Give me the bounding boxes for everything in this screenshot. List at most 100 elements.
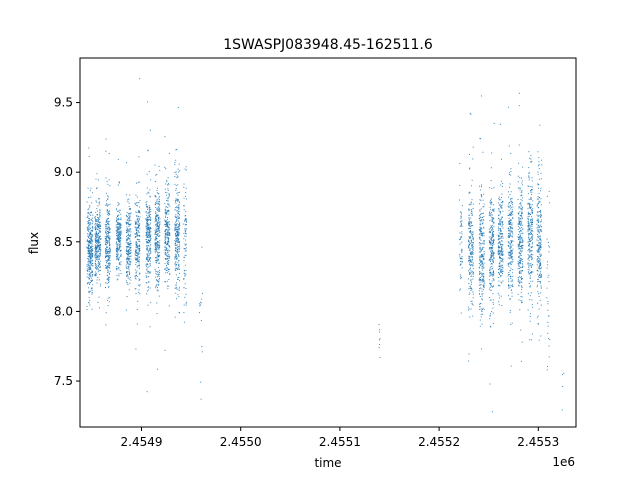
data-point xyxy=(97,233,99,235)
data-point xyxy=(118,266,120,268)
data-point xyxy=(511,285,513,287)
data-point xyxy=(159,170,161,172)
data-point xyxy=(511,213,513,215)
data-point xyxy=(156,283,158,285)
data-point xyxy=(105,244,107,246)
data-point xyxy=(538,266,540,268)
data-point xyxy=(147,272,149,274)
data-point xyxy=(119,223,121,225)
data-point xyxy=(500,260,502,262)
data-point xyxy=(125,223,127,225)
data-point xyxy=(492,250,494,252)
data-point xyxy=(537,184,539,186)
data-point xyxy=(95,219,97,221)
data-point xyxy=(480,316,482,318)
data-point xyxy=(502,254,504,256)
data-point xyxy=(164,237,166,239)
data-point xyxy=(510,254,512,256)
data-point xyxy=(511,224,513,226)
data-point xyxy=(528,233,530,235)
data-point xyxy=(201,298,203,300)
data-point xyxy=(537,245,539,247)
data-point xyxy=(134,203,136,205)
data-point xyxy=(502,273,504,275)
data-point xyxy=(155,252,157,254)
data-point xyxy=(98,269,100,271)
data-point xyxy=(491,280,493,282)
data-point xyxy=(88,222,90,224)
data-point xyxy=(547,309,549,311)
data-point xyxy=(158,271,160,273)
data-point xyxy=(472,258,474,260)
data-point xyxy=(502,254,504,256)
data-point xyxy=(88,290,90,292)
data-point xyxy=(87,265,89,266)
data-point xyxy=(105,220,107,222)
data-point xyxy=(164,249,166,251)
data-point xyxy=(94,275,96,277)
data-point xyxy=(125,214,127,216)
data-point xyxy=(512,284,514,286)
data-point xyxy=(479,261,481,263)
data-point xyxy=(96,214,98,216)
data-point xyxy=(175,228,177,230)
data-point xyxy=(530,265,532,267)
data-point xyxy=(98,229,100,231)
data-point xyxy=(483,206,485,208)
data-point xyxy=(134,253,136,255)
data-point xyxy=(539,244,541,246)
data-point xyxy=(91,243,93,245)
data-point xyxy=(145,272,147,274)
data-point xyxy=(109,252,111,254)
data-point xyxy=(537,281,539,283)
data-point xyxy=(490,239,492,241)
data-point xyxy=(118,227,120,229)
data-point xyxy=(175,282,177,284)
data-point xyxy=(88,239,90,241)
data-point xyxy=(511,209,513,211)
data-point xyxy=(155,248,157,250)
data-point xyxy=(91,287,93,289)
data-point xyxy=(86,309,88,311)
data-point xyxy=(137,202,139,204)
data-point xyxy=(168,257,170,259)
data-point xyxy=(90,247,92,249)
data-point xyxy=(154,181,156,182)
data-point xyxy=(483,255,485,257)
data-point xyxy=(183,205,185,207)
data-point xyxy=(136,323,138,325)
data-point xyxy=(175,221,177,223)
data-point xyxy=(149,249,151,251)
data-point xyxy=(483,287,485,289)
data-point xyxy=(499,253,501,255)
data-point xyxy=(185,254,187,256)
data-point xyxy=(499,211,501,213)
data-point xyxy=(539,124,541,126)
data-point xyxy=(148,226,150,228)
data-point xyxy=(164,349,166,351)
data-point xyxy=(518,217,520,218)
data-point xyxy=(540,226,542,228)
data-point xyxy=(492,242,494,244)
data-point xyxy=(460,249,462,251)
data-point xyxy=(528,229,530,231)
data-point xyxy=(531,250,533,252)
data-point xyxy=(167,231,169,233)
data-point xyxy=(540,287,542,289)
data-point xyxy=(528,271,530,273)
data-point xyxy=(106,253,108,255)
data-point xyxy=(164,210,166,212)
data-point xyxy=(531,180,533,182)
data-point xyxy=(95,252,97,254)
data-point xyxy=(176,227,178,229)
data-point xyxy=(130,245,132,247)
data-point xyxy=(481,242,483,244)
data-point xyxy=(105,192,107,194)
data-point xyxy=(459,289,461,291)
data-point xyxy=(158,200,160,202)
data-point xyxy=(108,214,110,216)
data-point xyxy=(166,181,168,183)
data-point xyxy=(128,271,130,273)
data-point xyxy=(178,216,180,218)
data-point xyxy=(469,256,471,258)
